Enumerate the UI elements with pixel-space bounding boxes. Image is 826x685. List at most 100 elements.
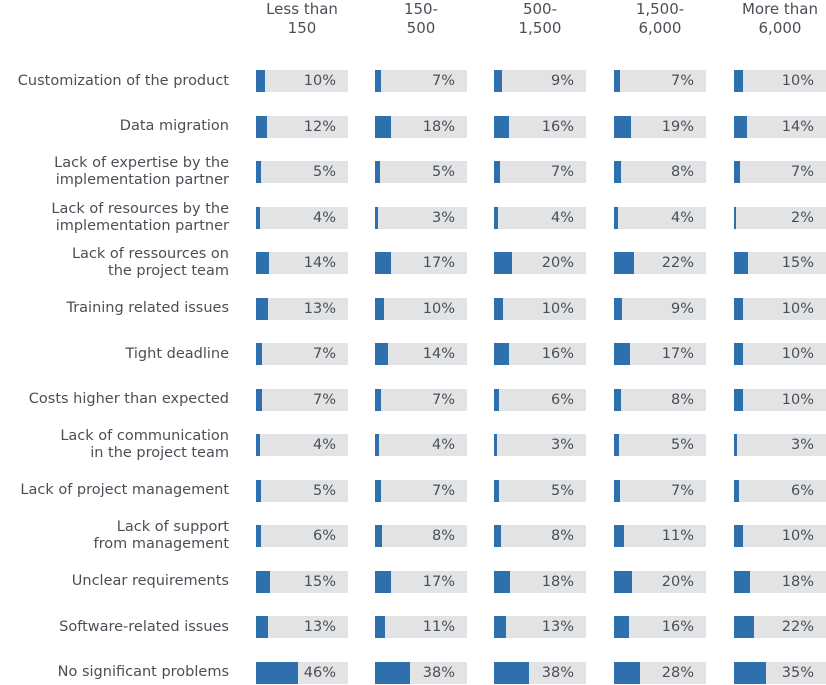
data-label: 16% — [661, 619, 694, 635]
bar-track: 7% — [614, 70, 706, 92]
bar-track: 10% — [734, 388, 826, 411]
bar — [375, 616, 386, 638]
row-label: Data migration — [119, 118, 229, 134]
row-label: Software-related issues — [59, 618, 229, 635]
data-label: 3% — [431, 209, 455, 226]
bar-track: 14% — [256, 252, 348, 274]
bar-track: 3% — [734, 434, 826, 456]
column-header: 150- 500 — [403, 0, 439, 37]
column-header: 1,500- 6,000 — [635, 0, 685, 37]
bar — [256, 70, 266, 92]
bar-track: 18% — [375, 115, 467, 138]
data-label: 11% — [661, 528, 694, 544]
row-label: Lack of ressources on the project team — [71, 246, 229, 279]
bar-track: 6% — [256, 525, 348, 547]
data-label: 12% — [303, 118, 336, 135]
bar — [734, 388, 744, 411]
data-label: 7% — [670, 73, 694, 89]
bar — [494, 388, 500, 411]
bar-track: 14% — [734, 115, 826, 138]
column-header: 500- 1,500 — [518, 0, 562, 37]
bar — [614, 525, 625, 547]
data-label: 14% — [422, 346, 455, 362]
data-label: 9% — [550, 73, 574, 89]
data-label: 7% — [431, 73, 455, 89]
column-header: More than 6,000 — [741, 0, 819, 37]
data-label: 6% — [790, 482, 814, 499]
bar-track: 10% — [734, 297, 826, 320]
bar — [375, 479, 382, 502]
bar — [734, 115, 747, 138]
bar-track: 7% — [375, 70, 467, 92]
bar-track: 3% — [494, 434, 586, 456]
data-label: 5% — [312, 164, 336, 180]
bar — [494, 616, 506, 638]
bar — [734, 616, 755, 638]
row-label: Unclear requirements — [71, 573, 229, 589]
data-label: 5% — [670, 437, 694, 453]
data-label: 10% — [422, 300, 455, 317]
bar-track: 4% — [614, 206, 706, 229]
bar — [734, 479, 740, 502]
bar — [375, 252, 391, 274]
bar — [375, 206, 378, 229]
bar-track: 5% — [375, 161, 467, 183]
data-label: 18% — [781, 573, 814, 590]
bar-track: 18% — [494, 570, 586, 593]
bar — [614, 616, 629, 638]
data-label: 13% — [303, 619, 336, 635]
bar — [614, 570, 633, 593]
row-label: Lack of resources by the implementation p… — [51, 200, 229, 234]
bar-track: 11% — [375, 616, 467, 638]
bar — [256, 388, 263, 411]
bar-track: 4% — [256, 206, 348, 229]
bar-track: 7% — [256, 388, 348, 411]
data-label: 10% — [303, 73, 336, 89]
bar-track: 2% — [734, 206, 826, 229]
bar — [494, 661, 529, 684]
bar — [494, 206, 498, 229]
bar — [734, 343, 744, 365]
bar-track: 38% — [375, 661, 467, 684]
data-label: 6% — [312, 528, 336, 544]
bar-track: 10% — [734, 70, 826, 92]
bar — [256, 252, 269, 274]
data-label: 17% — [422, 255, 455, 271]
data-label: 4% — [550, 209, 574, 226]
data-label: 22% — [781, 619, 814, 635]
row-label: Lack of support from management — [93, 519, 229, 552]
data-label: 18% — [422, 118, 455, 135]
data-label: 7% — [550, 164, 574, 180]
data-label: 3% — [550, 437, 574, 453]
bar — [734, 161, 741, 183]
bar-track: 20% — [614, 570, 706, 593]
row-label: Lack of project management — [20, 482, 229, 498]
bar-track: 5% — [494, 479, 586, 502]
bar — [614, 297, 623, 320]
data-label: 13% — [303, 300, 336, 317]
data-label: 8% — [550, 528, 574, 544]
bar — [614, 434, 619, 456]
data-label: 10% — [781, 73, 814, 89]
bar — [614, 661, 640, 684]
data-label: 10% — [541, 300, 574, 317]
data-label: 14% — [781, 118, 814, 135]
data-label: 14% — [303, 255, 336, 271]
bar-track: 4% — [375, 434, 467, 456]
bar — [614, 206, 618, 229]
bar — [734, 570, 751, 593]
data-label: 15% — [303, 573, 336, 590]
bar — [256, 343, 263, 365]
bar — [494, 479, 499, 502]
data-label: 16% — [541, 118, 574, 135]
data-label: 4% — [312, 437, 336, 453]
row-label: No significant problems — [57, 664, 229, 680]
bar — [256, 570, 270, 593]
data-label: 10% — [781, 528, 814, 544]
data-label: 8% — [670, 164, 694, 180]
data-label: 15% — [781, 255, 814, 271]
row-label: Costs higher than expected — [28, 391, 229, 407]
data-label: 20% — [541, 255, 574, 271]
data-label: 10% — [781, 346, 814, 362]
bar-track: 15% — [734, 252, 826, 274]
